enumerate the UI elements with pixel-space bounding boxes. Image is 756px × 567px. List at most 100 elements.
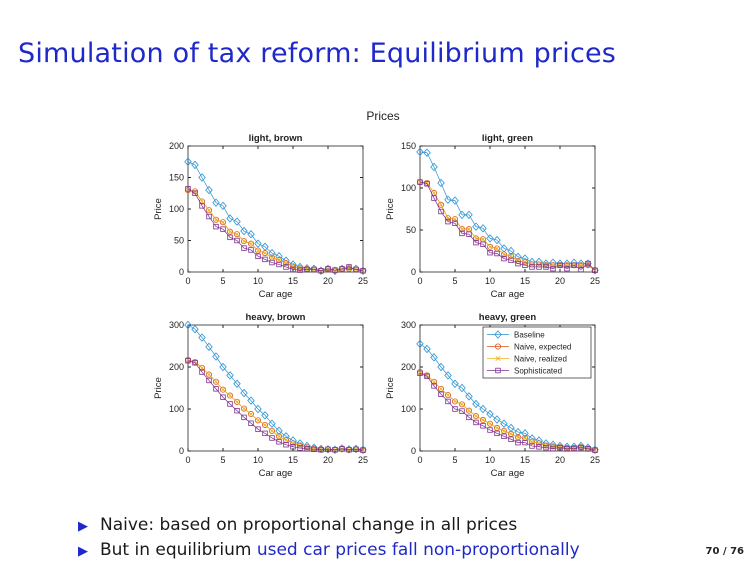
data-point-marker [290, 266, 296, 273]
data-point-marker [557, 444, 563, 450]
data-point-marker [206, 372, 212, 378]
data-point-marker [206, 377, 212, 384]
data-point-marker [444, 371, 452, 380]
data-point-marker [571, 445, 577, 451]
data-point-marker [423, 344, 431, 354]
data-point-marker [241, 238, 247, 244]
data-point-marker [508, 257, 514, 263]
data-point-marker [304, 266, 310, 273]
chart-legend: Baseline Naive, expected Naive, realized So… [482, 326, 592, 379]
data-point-marker [325, 446, 331, 453]
data-point-marker [219, 219, 226, 226]
data-point-marker [501, 251, 507, 257]
y-tick-label: 0 [411, 446, 416, 456]
series-sophisticated [417, 370, 598, 453]
data-point-marker [452, 216, 458, 222]
data-point-marker [283, 437, 289, 443]
x-tick-label: 20 [555, 455, 565, 465]
data-point-marker [529, 438, 536, 445]
y-axis-label: Price [153, 198, 164, 220]
data-point-marker [522, 439, 528, 446]
page-number: 70 / 76 [705, 546, 744, 557]
data-point-marker [276, 439, 282, 445]
data-point-marker [514, 252, 522, 262]
data-point-marker [451, 379, 459, 389]
panel-title: light, green [482, 133, 533, 144]
data-point-marker [275, 433, 282, 440]
y-axis-label: Price [385, 198, 396, 220]
data-point-marker [578, 266, 584, 273]
data-point-marker [304, 446, 310, 452]
data-point-marker [240, 238, 247, 245]
data-point-marker [241, 406, 247, 412]
chart-panel-heavy-brown: heavy, brown 0 5 10 15 20 25 0 100 200 300 Car age P… [153, 312, 368, 479]
data-point-marker [486, 234, 494, 243]
bullet-highlight: used car prices fall non-proportionally [256, 540, 580, 560]
data-point-marker [487, 427, 493, 433]
data-point-marker [262, 256, 268, 263]
data-point-marker [514, 427, 522, 437]
data-point-marker [486, 243, 493, 250]
y-tick-label: 300 [401, 320, 416, 330]
data-point-marker [220, 394, 226, 400]
data-point-marker [233, 217, 241, 226]
data-point-marker [592, 267, 598, 274]
legend-entry: Naive, expected [514, 343, 571, 352]
data-point-marker [269, 428, 275, 434]
data-point-marker [536, 444, 542, 450]
data-point-marker [240, 388, 248, 398]
data-point-marker [247, 240, 254, 247]
data-point-marker [417, 179, 423, 185]
x-tick-label: 20 [555, 276, 565, 286]
data-point-marker [473, 413, 479, 419]
data-point-marker [515, 434, 521, 440]
data-point-marker [332, 267, 338, 273]
data-point-marker [192, 190, 198, 196]
data-point-marker [571, 445, 577, 452]
data-point-marker [269, 435, 275, 441]
data-point-marker [592, 447, 598, 453]
data-point-marker [424, 181, 430, 187]
data-point-marker [466, 231, 472, 237]
data-point-marker [227, 401, 233, 407]
data-point-marker [430, 378, 437, 385]
data-point-marker [318, 268, 324, 274]
data-point-marker [451, 196, 459, 205]
series-line [419, 181, 596, 271]
data-point-marker [254, 247, 261, 254]
data-point-marker [227, 393, 233, 399]
data-point-marker [261, 411, 269, 420]
data-point-marker [226, 392, 233, 399]
data-point-marker [199, 369, 205, 375]
series-line [187, 360, 364, 451]
data-point-marker [466, 226, 472, 232]
data-point-marker [255, 248, 261, 254]
data-point-marker [452, 406, 458, 412]
data-point-marker [480, 236, 486, 242]
data-point-marker [325, 266, 331, 272]
data-point-marker [563, 259, 571, 268]
data-point-marker [248, 411, 254, 417]
data-point-marker [493, 424, 500, 431]
data-point-marker [234, 231, 240, 237]
x-tick-label: 15 [520, 276, 530, 286]
data-point-marker [276, 433, 282, 439]
data-point-marker [557, 262, 563, 268]
series-line [187, 189, 364, 272]
data-point-marker [234, 399, 240, 405]
x-axis-label: Car age [491, 289, 525, 300]
data-point-marker [564, 262, 570, 268]
chart-panel-heavy-green: heavy, green 0 5 10 15 20 25 0 100 200 300 Car age P… [385, 312, 600, 479]
data-point-marker [254, 404, 262, 414]
data-point-marker [191, 160, 199, 170]
data-point-marker [571, 262, 577, 268]
series-sophisticated [417, 179, 598, 274]
y-tick-label: 150 [401, 141, 416, 151]
y-tick-label: 100 [169, 404, 184, 414]
data-point-marker [494, 430, 500, 437]
data-point-marker [360, 268, 366, 274]
data-point-marker [205, 342, 213, 352]
data-point-marker [226, 214, 234, 223]
data-point-marker [289, 260, 297, 269]
